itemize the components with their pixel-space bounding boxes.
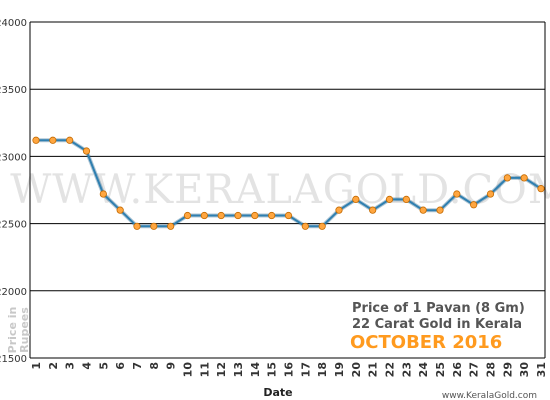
- grid-lines: [30, 21, 545, 359]
- price-series: [32, 136, 545, 230]
- data-point-29: [503, 174, 511, 182]
- x-tick-13: 13: [232, 362, 245, 377]
- data-point-31: [537, 185, 545, 193]
- x-tick-labels: 1 2 3 4 5 6 7 8 9 10 11 12 13 14 15 16 17 18 19 20 21 22 23 24 2…: [30, 362, 548, 378]
- x-tick-23: 23: [400, 362, 413, 377]
- x-tick-30: 30: [518, 362, 531, 378]
- data-point-25: [436, 206, 444, 214]
- x-tick-6: 6: [114, 362, 127, 370]
- x-tick-5: 5: [97, 362, 110, 370]
- x-tick-24: 24: [417, 362, 430, 378]
- x-tick-10: 10: [182, 362, 195, 378]
- x-tick-26: 26: [451, 362, 464, 378]
- y-tick-22500: 22500: [0, 220, 27, 231]
- data-point-18: [318, 222, 326, 230]
- x-tick-27: 27: [468, 362, 481, 377]
- axes: [29, 22, 546, 358]
- data-point-30: [520, 174, 528, 182]
- y-tick-21500: 21500: [0, 354, 27, 365]
- data-point-15: [268, 211, 276, 220]
- site-url: www.KeralaGold.com: [442, 391, 537, 400]
- data-point-4: [82, 147, 91, 155]
- data-point-16: [284, 211, 293, 220]
- data-point-22: [385, 195, 394, 204]
- data-point-23: [402, 195, 410, 204]
- x-tick-15: 15: [266, 362, 279, 377]
- data-point-5: [99, 190, 107, 198]
- x-tick-17: 17: [299, 362, 312, 377]
- y-tick-23000: 23000: [0, 152, 27, 163]
- y-tick-23500: 23500: [0, 85, 27, 96]
- x-tick-22: 22: [384, 362, 397, 377]
- y-tick-24000: 24000: [0, 18, 27, 29]
- x-tick-14: 14: [249, 362, 262, 378]
- data-point-7: [133, 222, 141, 230]
- x-tick-31: 31: [535, 362, 548, 377]
- x-tick-1: 1: [30, 362, 43, 370]
- x-tick-21: 21: [367, 362, 380, 377]
- x-tick-29: 29: [501, 362, 514, 377]
- data-point-28: [486, 190, 495, 198]
- data-point-24: [419, 206, 427, 214]
- data-point-8: [150, 222, 158, 230]
- x-tick-18: 18: [316, 362, 329, 377]
- y-axis-label-line1: Price in: [6, 307, 19, 354]
- caption-line2: 22 Carat Gold in Kerala: [352, 317, 522, 332]
- x-tick-16: 16: [283, 362, 296, 378]
- data-point-27: [470, 201, 478, 209]
- data-point-21: [369, 206, 377, 214]
- x-tick-7: 7: [131, 362, 144, 370]
- x-tick-3: 3: [64, 362, 77, 370]
- data-point-9: [167, 222, 175, 230]
- data-point-20: [352, 195, 360, 204]
- data-point-11: [200, 211, 208, 220]
- x-tick-19: 19: [333, 362, 346, 377]
- data-point-13: [234, 211, 242, 220]
- y-axis-label-line2: Rupees: [18, 307, 31, 353]
- caption-line1: Price of 1 Pavan (8 Gm): [352, 301, 525, 316]
- data-point-26: [453, 190, 461, 198]
- x-tick-2: 2: [47, 362, 60, 370]
- data-point-17: [301, 222, 309, 230]
- y-axis-label: Price in Rupees: [6, 307, 31, 354]
- y-tick-22000: 22000: [0, 287, 27, 298]
- data-point-3: [66, 136, 74, 144]
- x-tick-20: 20: [350, 362, 363, 378]
- data-point-14: [251, 211, 259, 220]
- x-tick-11: 11: [198, 362, 211, 377]
- x-tick-9: 9: [165, 362, 178, 370]
- x-axis-label: Date: [263, 386, 292, 399]
- x-tick-28: 28: [485, 362, 498, 377]
- x-tick-25: 25: [434, 362, 447, 377]
- x-tick-8: 8: [148, 362, 161, 370]
- data-point-12: [217, 211, 225, 220]
- data-point-6: [116, 206, 124, 214]
- x-tick-4: 4: [81, 362, 94, 370]
- data-point-2: [49, 136, 57, 144]
- data-point-10: [183, 211, 192, 220]
- watermark-text: WWW.KERALAGOLD.COM: [10, 167, 550, 213]
- x-tick-12: 12: [215, 362, 228, 377]
- chart-caption: Price of 1 Pavan (8 Gm) 22 Carat Gold in…: [350, 301, 525, 353]
- y-tick-labels: 21500 22000 22500 23000 23500 24000: [0, 18, 27, 365]
- data-point-1: [32, 136, 40, 144]
- data-point-19: [335, 206, 343, 214]
- caption-month: OCTOBER 2016: [350, 332, 502, 353]
